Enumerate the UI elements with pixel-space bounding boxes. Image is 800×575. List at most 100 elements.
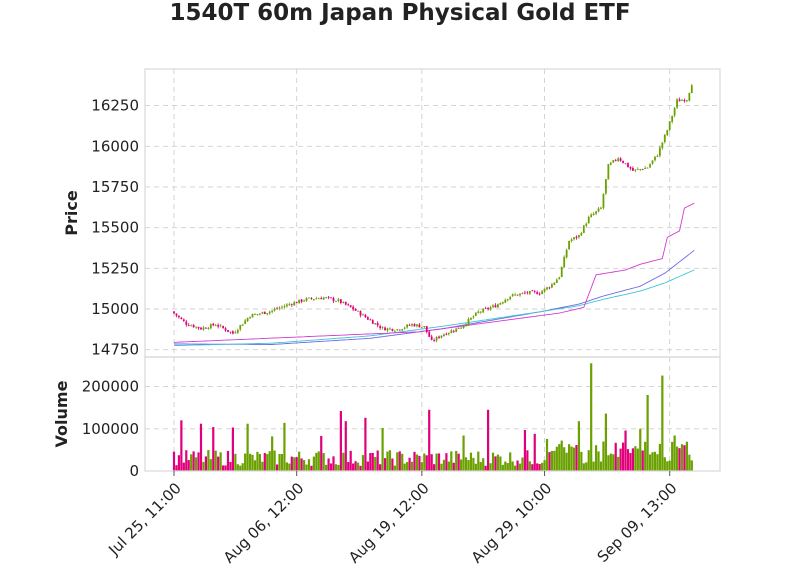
- volume-bar: [248, 453, 252, 471]
- volume-bar: [541, 462, 544, 471]
- candle-body: [671, 115, 674, 122]
- candle-body: [440, 335, 443, 338]
- candle-body: [467, 319, 470, 325]
- candle-body: [641, 169, 644, 170]
- volume-bar: [192, 451, 195, 471]
- candle-body: [524, 292, 526, 294]
- volume-bar: [550, 450, 554, 471]
- candle-body: [666, 130, 669, 136]
- candle-body: [546, 287, 548, 290]
- volume-bar: [182, 462, 185, 471]
- volume-bar: [302, 460, 306, 471]
- candle-body: [656, 155, 659, 157]
- candle-body: [460, 327, 463, 329]
- candle-body: [555, 279, 558, 283]
- x-tick-label: Jul 25, 11:00: [104, 479, 184, 559]
- candle-body: [352, 306, 355, 310]
- volume-bar: [634, 446, 637, 471]
- candle-body: [447, 332, 450, 335]
- candle-body: [330, 297, 332, 299]
- volume-bar: [337, 464, 340, 471]
- volume-bar: [673, 435, 676, 471]
- candle-body: [197, 326, 200, 329]
- volume-bar: [477, 451, 480, 471]
- volume-bar: [575, 445, 578, 471]
- candle-body: [408, 325, 411, 326]
- candle-body: [182, 319, 185, 321]
- volume-bar: [278, 454, 281, 471]
- candle-body: [651, 160, 654, 164]
- candle-body: [580, 233, 583, 236]
- candle-body: [470, 317, 472, 320]
- volume-bar: [275, 464, 279, 471]
- candle-body: [499, 302, 502, 305]
- volume-bar: [644, 441, 647, 471]
- moving-average-lines: [173, 202, 695, 347]
- price-tick-label: 15500: [91, 219, 139, 237]
- candle-body: [364, 314, 367, 318]
- volume-bar: [680, 444, 684, 471]
- candle-body: [278, 307, 281, 309]
- volume-bar: [352, 463, 355, 471]
- candle-body: [303, 300, 305, 302]
- volume-bar: [435, 453, 438, 471]
- candle-body: [497, 304, 499, 308]
- candle-body: [263, 311, 266, 314]
- volume-bar: [381, 427, 384, 471]
- volume-bar: [469, 452, 473, 471]
- candle-body: [202, 327, 205, 330]
- candle-body: [430, 336, 433, 340]
- candle-body: [261, 312, 264, 314]
- volume-bar: [410, 461, 414, 471]
- candle-body: [570, 239, 573, 242]
- candle-body: [683, 99, 686, 102]
- candle-body: [654, 156, 656, 161]
- candle-body: [195, 326, 197, 328]
- x-tick-label: Aug 19, 12:00: [345, 479, 433, 567]
- volume-bar: [489, 463, 492, 471]
- candle-body: [688, 92, 691, 101]
- volume-bar: [290, 456, 293, 471]
- volume-bar: [629, 453, 632, 471]
- volume-bar: [408, 457, 411, 471]
- volume-bar: [293, 457, 296, 471]
- x-tick-label: Sep 09, 13:00: [594, 479, 681, 566]
- candle-body: [327, 296, 330, 298]
- candle-body: [514, 294, 517, 296]
- volume-bar: [307, 459, 311, 471]
- volume-bar: [675, 446, 679, 471]
- volume-bar: [383, 458, 387, 471]
- candle-body: [600, 207, 602, 209]
- volume-bar: [685, 441, 688, 471]
- volume-bar: [651, 452, 654, 471]
- volume-bar: [401, 453, 404, 471]
- volume-bar: [464, 457, 468, 471]
- volume-bar: [658, 443, 661, 471]
- candle-body: [386, 328, 389, 331]
- price-axis-label: Price: [62, 190, 81, 236]
- price-panel-frame: [144, 68, 721, 358]
- candle-body: [418, 324, 421, 328]
- volume-bar: [671, 441, 674, 471]
- volume-bar: [533, 433, 536, 471]
- price-tick-label: 14750: [91, 341, 139, 359]
- candle-body: [271, 310, 274, 312]
- volume-bar: [187, 460, 190, 471]
- volume-bar: [445, 453, 448, 471]
- candlesticks: [173, 84, 693, 343]
- volume-bar: [666, 461, 669, 471]
- candle-body: [484, 308, 487, 309]
- volume-bar: [526, 450, 529, 471]
- volume-bar: [391, 458, 394, 471]
- candle-body: [435, 336, 438, 341]
- volume-bar: [217, 456, 220, 471]
- candle-body: [219, 325, 222, 327]
- candle-body: [585, 223, 588, 226]
- candle-body: [605, 179, 607, 194]
- volume-bar: [361, 455, 365, 471]
- candle-body: [450, 330, 453, 334]
- candle-body: [209, 324, 212, 329]
- candle-body: [344, 301, 347, 305]
- candle-body: [578, 235, 580, 238]
- candle-body: [506, 299, 509, 301]
